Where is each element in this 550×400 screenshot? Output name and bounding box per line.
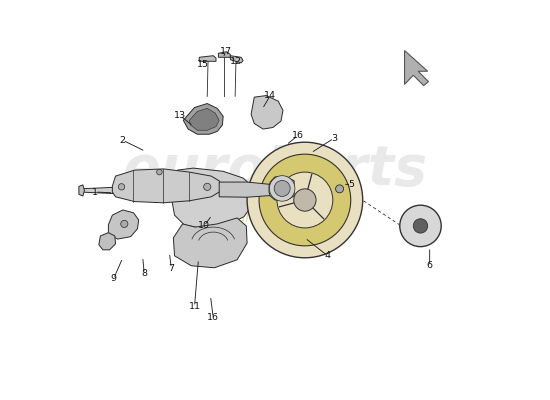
Polygon shape xyxy=(173,218,247,268)
Polygon shape xyxy=(108,210,139,239)
Text: 15: 15 xyxy=(196,60,208,69)
Polygon shape xyxy=(183,104,223,134)
Circle shape xyxy=(400,205,441,247)
Text: 3: 3 xyxy=(331,134,337,143)
Polygon shape xyxy=(218,52,230,57)
Text: 5: 5 xyxy=(349,180,355,189)
Polygon shape xyxy=(249,185,276,192)
Text: 10: 10 xyxy=(198,222,210,230)
Circle shape xyxy=(277,172,333,228)
Text: 14: 14 xyxy=(264,91,276,100)
Circle shape xyxy=(204,183,211,190)
Text: a passion since 1983: a passion since 1983 xyxy=(198,210,352,226)
Text: 13: 13 xyxy=(174,111,186,120)
Text: 7: 7 xyxy=(168,264,174,273)
Text: 11: 11 xyxy=(189,302,201,311)
Polygon shape xyxy=(80,187,119,194)
Polygon shape xyxy=(251,96,283,129)
Circle shape xyxy=(270,176,295,201)
Polygon shape xyxy=(79,185,85,196)
Circle shape xyxy=(294,189,316,211)
Polygon shape xyxy=(172,168,254,229)
Circle shape xyxy=(413,219,428,233)
Text: 6: 6 xyxy=(427,261,433,270)
Text: 12: 12 xyxy=(230,57,242,66)
Text: 4: 4 xyxy=(324,251,331,260)
Text: 8: 8 xyxy=(141,269,147,278)
Circle shape xyxy=(274,180,290,196)
Polygon shape xyxy=(199,56,216,61)
Polygon shape xyxy=(112,169,221,203)
Circle shape xyxy=(259,154,351,246)
Text: euroParts: euroParts xyxy=(123,143,427,197)
Polygon shape xyxy=(405,50,428,86)
Polygon shape xyxy=(99,233,116,250)
Text: 16: 16 xyxy=(207,313,219,322)
Polygon shape xyxy=(219,182,279,197)
Text: 1: 1 xyxy=(92,188,98,196)
Polygon shape xyxy=(189,108,219,130)
Circle shape xyxy=(121,220,128,228)
Circle shape xyxy=(247,142,362,258)
Text: 9: 9 xyxy=(111,274,117,284)
Text: 16: 16 xyxy=(292,131,304,140)
Circle shape xyxy=(118,184,125,190)
Polygon shape xyxy=(230,56,243,63)
Text: 17: 17 xyxy=(221,47,232,56)
Circle shape xyxy=(336,185,344,193)
Text: 2: 2 xyxy=(120,136,126,145)
Polygon shape xyxy=(269,177,294,200)
Circle shape xyxy=(157,169,162,175)
